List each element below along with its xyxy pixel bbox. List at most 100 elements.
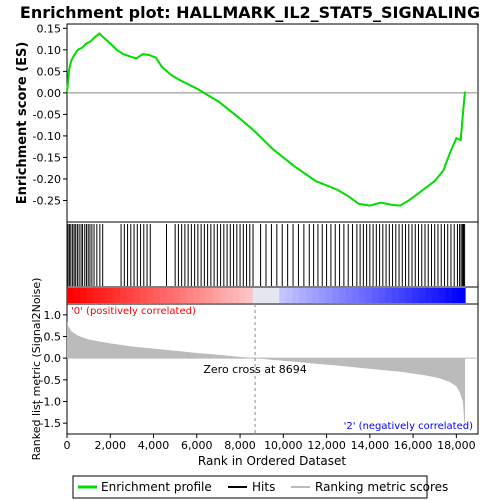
- band-segment: [305, 288, 314, 303]
- positive-correlation-label: '0' (positively correlated): [71, 306, 196, 317]
- band-segment: [338, 288, 347, 303]
- band-segment: [312, 288, 320, 303]
- band-segment: [385, 288, 393, 303]
- es-y-tick-label: -0.10: [33, 130, 61, 143]
- band-segment: [113, 288, 121, 303]
- es-panel-frame: [66, 23, 479, 223]
- band-segment: [332, 288, 340, 303]
- band-segment: [199, 288, 207, 303]
- legend-metric-label: Ranking metric scores: [315, 480, 448, 494]
- band-segment: [285, 288, 294, 303]
- ranked-metric-area: [67, 321, 466, 432]
- correlation-band: [67, 288, 466, 303]
- zero-cross-label: Zero cross at 8694: [203, 363, 306, 376]
- band-segment: [186, 288, 194, 303]
- es-y-tick-label: -0.25: [33, 194, 61, 207]
- band-segment: [126, 288, 134, 303]
- band-segment: [173, 288, 181, 303]
- band-segment: [193, 288, 201, 303]
- band-segment: [372, 288, 380, 303]
- es-y-tick-label: 0.10: [37, 44, 62, 57]
- band-segment: [405, 288, 413, 303]
- hits-marks: [67, 224, 466, 286]
- legend-enrichment-label: Enrichment profile: [101, 480, 212, 494]
- band-segment: [80, 288, 88, 303]
- chart-title: Enrichment plot: HALLMARK_IL2_STAT5_SIGN…: [20, 3, 480, 22]
- band-segment: [458, 288, 466, 303]
- band-segment: [292, 288, 300, 303]
- es-y-tick-label: 0.05: [37, 65, 62, 78]
- x-tick-label: 4,000: [138, 439, 170, 452]
- metric-y-tick-label: 1.0: [44, 309, 62, 322]
- band-segment: [392, 288, 400, 303]
- band-segment: [219, 288, 227, 303]
- x-ticks: 0 2,000 4,000 6,000 8,000 10,000 12,000 14,000 1…: [64, 434, 476, 452]
- band-segment: [120, 288, 128, 303]
- band-segment: [246, 288, 254, 303]
- metric-y-tick-label: 0.0: [44, 352, 62, 365]
- band-segment: [272, 288, 280, 303]
- band-segment: [358, 288, 367, 303]
- es-y-tick-label: -0.20: [33, 173, 61, 186]
- es-ylabel: Enrichment score (ES): [15, 42, 30, 205]
- band-segment: [438, 288, 446, 303]
- metric-y-tick-label: -1.0: [40, 396, 61, 409]
- band-segment: [166, 288, 174, 303]
- band-segment: [279, 288, 287, 303]
- es-y-ticks: 0.15 0.10 0.05 0.00 -0.05 -0.10 -0.15 -0.20 -0.2…: [33, 22, 67, 207]
- band-segment: [226, 288, 234, 303]
- band-segment: [319, 288, 327, 303]
- metric-y-tick-label: 0.5: [44, 331, 62, 344]
- band-segment: [299, 288, 307, 303]
- band-segment: [451, 288, 459, 303]
- band-segment: [212, 288, 221, 303]
- band-segment: [179, 288, 188, 303]
- x-tick-label: 2,000: [95, 439, 127, 452]
- metric-panel-frame: [66, 303, 479, 435]
- legend-hits-label: Hits: [252, 480, 275, 494]
- legend-box: [72, 475, 428, 499]
- x-tick-label: 12,000: [307, 439, 346, 452]
- band-segment: [418, 288, 426, 303]
- band-segment: [93, 288, 101, 303]
- x-tick-label: 6,000: [181, 439, 213, 452]
- band-segment: [159, 288, 168, 303]
- metric-y-ticks: 1.0 0.5 0.0 -0.5 -1.0 -1.5: [40, 309, 67, 430]
- negative-correlation-label: '2' (negatively correlated): [344, 421, 473, 432]
- band-segment: [445, 288, 453, 303]
- band-segment: [378, 288, 387, 303]
- metric-y-tick-label: -0.5: [40, 374, 61, 387]
- band-segment: [133, 288, 141, 303]
- band-segment: [153, 288, 161, 303]
- band-segment: [352, 288, 360, 303]
- band-segment: [86, 288, 95, 303]
- band-segment: [398, 288, 406, 303]
- x-tick-label: 16,000: [394, 439, 433, 452]
- band-segment: [431, 288, 440, 303]
- es-y-tick-label: 0.00: [37, 87, 62, 100]
- band-segment: [325, 288, 333, 303]
- band-segment: [106, 288, 115, 303]
- band-segment: [139, 288, 148, 303]
- band-segment: [252, 288, 260, 303]
- band-segment: [100, 288, 108, 303]
- band-segment: [239, 288, 247, 303]
- es-y-tick-label: -0.15: [33, 151, 61, 164]
- x-tick-label: 18,000: [437, 439, 476, 452]
- metric-y-tick-label: -1.5: [40, 417, 61, 430]
- band-segment: [206, 288, 214, 303]
- band-segment: [365, 288, 373, 303]
- x-tick-label: 10,000: [264, 439, 303, 452]
- band-segment: [67, 288, 75, 303]
- band-segment: [73, 288, 81, 303]
- enrichment-profile-line: [66, 32, 467, 207]
- band-segment: [232, 288, 241, 303]
- hits-panel-frame: [66, 221, 479, 288]
- x-tick-label: 8,000: [224, 439, 256, 452]
- band-segment: [259, 288, 267, 303]
- band-segment: [146, 288, 154, 303]
- band-segment: [411, 288, 420, 303]
- band-segment: [425, 288, 433, 303]
- x-tick-label: 14,000: [351, 439, 390, 452]
